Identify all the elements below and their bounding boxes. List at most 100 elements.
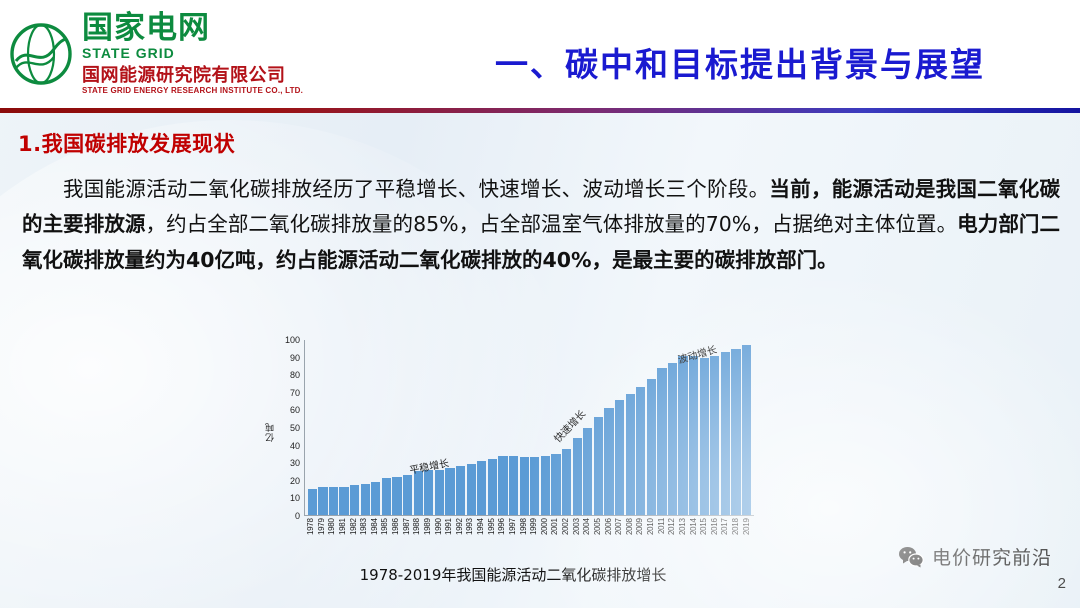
- chart-bar: [551, 453, 561, 515]
- chart-x-ticks: 1978 1979 1980 1981 1982 1983 1984 1985 1986 1987…: [304, 518, 754, 564]
- x-tick-label: 2014: [688, 518, 698, 535]
- chart-bar: [699, 357, 709, 515]
- x-tick-label: 1981: [337, 518, 347, 535]
- x-tick-label: 2019: [741, 518, 751, 535]
- chart-bar: [583, 427, 593, 515]
- y-tick-label: 80: [289, 370, 300, 381]
- y-tick-label: 30: [289, 458, 300, 469]
- logo-title-en: STATE GRID: [82, 45, 175, 61]
- chart-bar: [636, 387, 646, 515]
- chart-bar: [307, 488, 317, 515]
- x-tick-label: 1983: [359, 518, 369, 535]
- x-tick-label: 2000: [539, 518, 549, 535]
- chart-bar: [360, 483, 370, 515]
- chart-bar: [424, 469, 434, 515]
- y-tick-label: 0: [294, 511, 300, 521]
- section-heading: 1.我国碳排放发展现状: [18, 132, 236, 156]
- chart-bar: [519, 457, 529, 515]
- x-tick-label: 1989: [422, 518, 432, 535]
- x-tick-label: 1980: [327, 518, 337, 535]
- x-tick-label: 2003: [571, 518, 581, 535]
- chart-bar: [456, 466, 466, 515]
- x-tick-label: 1979: [316, 518, 326, 535]
- logo-subtitle-cn: 国网能源研究院有限公司: [82, 65, 286, 86]
- y-tick-label: 10: [289, 493, 300, 504]
- chart-bar: [350, 485, 360, 515]
- chart-bar: [477, 460, 487, 515]
- chart-bar: [657, 368, 667, 515]
- x-tick-label: 2006: [603, 518, 613, 535]
- logo-title-cn: 国家电网: [82, 10, 210, 46]
- chart-bar: [614, 399, 625, 515]
- x-tick-label: 2016: [709, 518, 719, 535]
- wechat-watermark: 电价研究前沿: [898, 543, 1052, 570]
- chart-bar: [561, 448, 572, 515]
- logo-subtitle-en: STATE GRID ENERGY RESEARCH INSTITUTE CO.…: [82, 86, 304, 95]
- chart-bar: [487, 459, 497, 515]
- chart-bar: [742, 345, 752, 515]
- x-tick-label: 2018: [731, 518, 740, 535]
- chart-bar: [604, 408, 614, 515]
- chart-bar: [381, 478, 392, 515]
- x-tick-label: 1988: [412, 518, 422, 535]
- y-tick-label: 90: [289, 352, 300, 363]
- paragraph-run: ，约占全部二氧化碳排放量的85%，占全部温室气体排放量的70%，占据绝对主体位置…: [145, 212, 958, 237]
- chart-bar: [498, 455, 508, 515]
- emissions-chart: 亿吨 0 10 20 30 40 50 60 70 80 90 100 平稳增长 快速增长 波动增长…: [258, 335, 768, 584]
- chart-bar: [678, 355, 688, 515]
- paragraph-run: 我国能源活动二氧化碳排放经历了平稳增长、快速增长、波动增长三个阶段。: [63, 177, 770, 201]
- wechat-icon: [898, 546, 924, 568]
- y-tick-label: 60: [289, 405, 300, 416]
- x-tick-label: 2001: [550, 518, 560, 535]
- x-tick-label: 2011: [656, 518, 666, 535]
- x-tick-label: 1990: [433, 518, 443, 535]
- chart-bar: [720, 352, 731, 515]
- y-tick-label: 50: [289, 423, 300, 433]
- header-divider: [0, 108, 1080, 113]
- x-tick-label: 1996: [497, 518, 507, 535]
- paragraph-run: 电力部门二氧化碳排放量约为40亿吨，约占能源活动二氧化碳排放的40%，是最主要的…: [22, 212, 1061, 272]
- x-tick-label: 2005: [592, 518, 602, 535]
- chart-caption: 1978-2019年我国能源活动二氧化碳排放增长: [359, 566, 667, 584]
- x-tick-label: 2010: [646, 518, 655, 535]
- state-grid-emblem-icon: [10, 23, 72, 85]
- chart-bar: [318, 487, 328, 515]
- x-tick-label: 1993: [465, 518, 475, 535]
- x-tick-label: 1978: [306, 518, 315, 535]
- x-tick-label: 1982: [348, 518, 358, 535]
- chart-bar: [689, 355, 699, 515]
- chart-bar: [530, 457, 540, 515]
- chart-bar: [646, 378, 656, 515]
- wechat-account-name: 电价研究前沿: [931, 547, 1052, 569]
- chart-bar: [403, 474, 413, 515]
- x-tick-label: 2004: [582, 518, 592, 535]
- chart-bar: [339, 487, 349, 515]
- chart-bar: [466, 464, 476, 515]
- x-tick-label: 1987: [401, 518, 411, 535]
- x-tick-label: 1991: [444, 518, 454, 535]
- chart-plot-area: 亿吨 0 10 20 30 40 50 60 70 80 90 100 平稳增长 快速增长 波动增长…: [258, 335, 768, 551]
- chart-bar: [434, 469, 445, 515]
- x-tick-label: 1985: [380, 518, 390, 535]
- chart-bar: [371, 481, 381, 515]
- x-tick-label: 2015: [699, 518, 709, 535]
- chart-bar: [572, 438, 582, 515]
- x-tick-label: 1998: [518, 518, 528, 535]
- x-tick-label: 2012: [667, 518, 677, 535]
- x-tick-label: 2008: [624, 518, 634, 535]
- x-tick-label: 1997: [507, 518, 517, 535]
- x-tick-label: 1986: [391, 518, 400, 535]
- slide-header: 国家电网 STATE GRID 国网能源研究院有限公司 STATE GRID E…: [0, 0, 1080, 108]
- chart-bar: [392, 476, 402, 515]
- chart-bar: [508, 455, 519, 515]
- chart-bar: [593, 417, 603, 515]
- y-tick-label: 40: [289, 440, 300, 451]
- x-tick-label: 2007: [614, 518, 624, 535]
- chart-bar: [328, 487, 339, 515]
- x-tick-label: 1994: [476, 518, 485, 535]
- chart-bar: [667, 362, 678, 515]
- paragraph-run: 当前，能源活动是我国二氧化碳的主要排放源: [22, 177, 1061, 237]
- chart-bars: [305, 340, 754, 515]
- chart-bar: [540, 455, 550, 515]
- chart-bar: [710, 355, 720, 515]
